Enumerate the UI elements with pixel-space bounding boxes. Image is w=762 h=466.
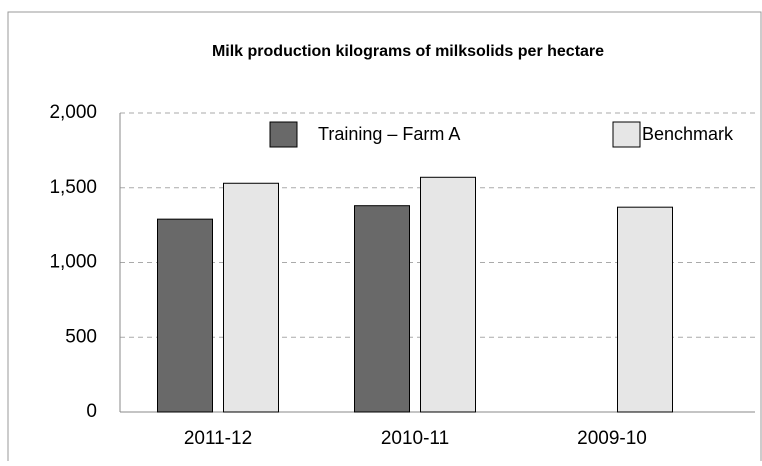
bar: [354, 205, 410, 413]
chart-title: Milk production kilograms of milksolids …: [212, 43, 604, 60]
legend-swatch: [269, 121, 298, 148]
x-tick-label: 2009-10: [577, 428, 647, 449]
bar: [420, 176, 476, 413]
x-tick-label: 2011-12: [184, 428, 252, 449]
bar: [617, 206, 673, 413]
bar: [223, 182, 279, 413]
y-tick-label: 500: [65, 326, 97, 347]
y-tick-label: 2,000: [49, 102, 97, 123]
bar: [157, 218, 213, 413]
y-tick-label: 1,000: [49, 252, 97, 273]
y-tick-label: 0: [86, 401, 97, 422]
x-tick-label: 2010-11: [381, 428, 449, 449]
legend-swatch: [612, 121, 641, 148]
y-tick-label: 1,500: [49, 177, 97, 198]
legend-label: Training – Farm A: [318, 124, 460, 144]
chart-frame: [7, 11, 762, 466]
legend-label: Benchmark: [642, 124, 734, 144]
